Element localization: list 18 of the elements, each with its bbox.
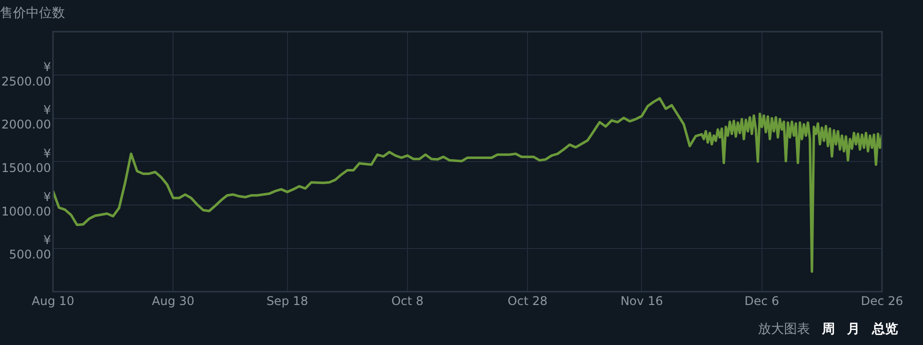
y-tick-label: ¥ 500.00 [9, 233, 52, 262]
x-tick-label: Aug 10 [32, 294, 74, 308]
y-tick-label: ¥ 2500.00 [1, 60, 52, 88]
x-tick-label: Dec 26 [860, 294, 904, 308]
x-tick-label: Sep 18 [266, 294, 308, 308]
x-tick-label: Nov 16 [620, 294, 663, 308]
text: 总览 [872, 322, 898, 337]
y-tick-label: ¥ 1500.00 [1, 146, 52, 175]
x-tick-label: Oct 28 [508, 294, 548, 308]
chart-title: 售价中位数 [0, 6, 65, 22]
y-tick-label: ¥ 2000.00 [1, 103, 52, 132]
text: 周 [822, 322, 835, 337]
x-tick-label: Oct 8 [391, 294, 424, 308]
text: 放大图表 [758, 322, 810, 337]
y-tick-label: ¥ 1000.00 [1, 190, 52, 218]
x-tick-label: Aug 30 [152, 294, 194, 308]
x-tick-label: Dec 6 [744, 294, 780, 308]
text: 月 [847, 322, 860, 337]
